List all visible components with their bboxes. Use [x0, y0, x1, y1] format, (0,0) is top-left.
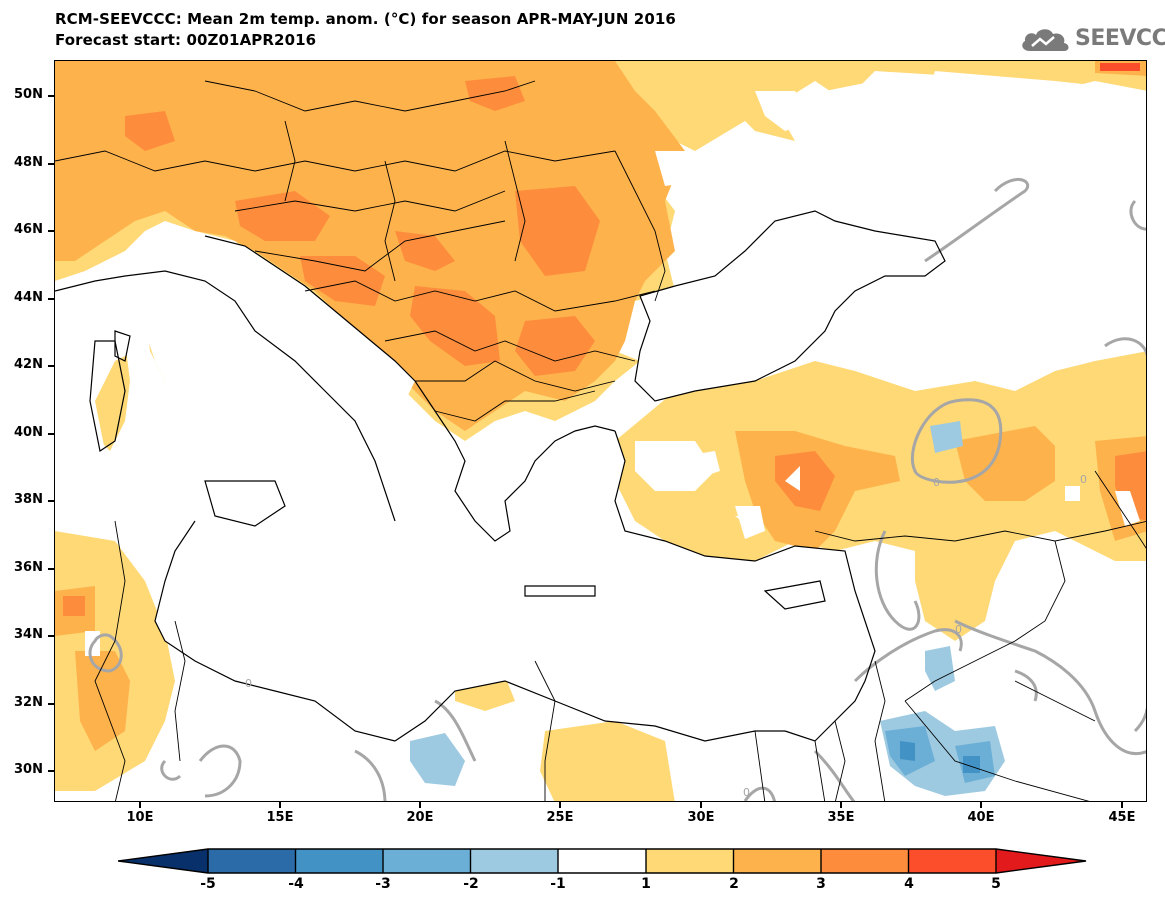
lon-tick — [840, 802, 842, 808]
sea-areas — [55, 71, 1146, 741]
lon-tick — [700, 802, 702, 808]
contour-label: 0 — [743, 786, 750, 799]
lat-label-38n: 38N — [14, 492, 43, 507]
country-borders — [55, 80, 1146, 801]
colorbar-segment — [558, 849, 646, 873]
lat-tick — [48, 433, 54, 435]
colorbar-label: -2 — [463, 876, 479, 892]
lon-label-10e: 10E — [126, 810, 154, 825]
seevccc-logo: SEEVCCC — [1018, 24, 1165, 56]
anomaly-3-4-fill — [63, 63, 1146, 616]
colorbar-label: 3 — [816, 876, 826, 892]
colorbar-label: -1 — [550, 876, 566, 892]
colorbar-segment — [383, 849, 471, 873]
colorbar-label: 5 — [991, 876, 1001, 892]
contour-label: 0 — [933, 476, 940, 489]
lat-label-46n: 46N — [14, 222, 43, 237]
lat-label-30n: 30N — [14, 762, 43, 777]
lon-label-15e: 15E — [266, 810, 294, 825]
lat-tick — [48, 365, 54, 367]
lat-tick — [48, 163, 54, 165]
lat-tick — [48, 500, 54, 502]
lat-tick — [48, 568, 54, 570]
anomaly-map: 0 0 0 0 0 — [54, 60, 1147, 802]
lat-label-48n: 48N — [14, 155, 43, 170]
colorbar-segment — [118, 849, 208, 873]
colorbar-label: 4 — [904, 876, 914, 892]
lat-label-44n: 44N — [14, 290, 43, 305]
map-canvas: 0 0 0 0 0 — [55, 61, 1146, 801]
lat-label-42n: 42N — [14, 357, 43, 372]
lon-label-25e: 25E — [546, 810, 574, 825]
coastlines — [55, 210, 946, 742]
colorbar-segment — [821, 849, 909, 873]
lon-tick — [980, 802, 982, 808]
colorbar-segment — [295, 849, 383, 873]
lat-label-50n: 50N — [14, 87, 43, 102]
lat-label-32n: 32N — [14, 695, 43, 710]
colorbar-label: 2 — [729, 876, 739, 892]
lon-tick — [559, 802, 561, 808]
lon-tick — [279, 802, 281, 808]
cloud-icon — [1022, 29, 1069, 51]
contour-label: 0 — [1080, 473, 1087, 486]
lon-tick — [1121, 802, 1123, 808]
lat-label-40n: 40N — [14, 425, 43, 440]
colorbar-label: -5 — [200, 876, 216, 892]
contour-labels: 0 0 0 0 0 — [245, 473, 1087, 799]
lon-tick — [419, 802, 421, 808]
colorbar-segment — [733, 849, 821, 873]
chart-title: RCM-SEEVCCC: Mean 2m temp. anom. (°C) fo… — [55, 10, 676, 28]
lon-label-35e: 35E — [827, 810, 855, 825]
lon-label-45e: 45E — [1108, 810, 1136, 825]
colorbar-label: -4 — [288, 876, 304, 892]
colorbar-segment — [470, 849, 558, 873]
lat-tick — [48, 703, 54, 705]
lat-tick — [48, 230, 54, 232]
colorbar-segment — [208, 849, 296, 873]
colorbar-segment — [908, 849, 996, 873]
lat-tick — [48, 770, 54, 772]
contour-label: 0 — [955, 623, 962, 636]
forecast-start: Forecast start: 00Z01APR2016 — [55, 31, 317, 49]
lat-label-36n: 36N — [14, 560, 43, 575]
colorbar-segment — [996, 849, 1086, 873]
lon-label-40e: 40E — [967, 810, 995, 825]
lat-label-34n: 34N — [14, 627, 43, 642]
colorbar-label: 1 — [641, 876, 651, 892]
colorbar — [118, 848, 1087, 874]
colorbar-segment — [646, 849, 734, 873]
contour-label: 0 — [245, 677, 252, 690]
logo-text: SEEVCCC — [1075, 26, 1165, 51]
lat-tick — [48, 95, 54, 97]
lon-label-30e: 30E — [687, 810, 715, 825]
negative-anomaly-fill — [410, 421, 1005, 796]
lat-tick — [48, 635, 54, 637]
zero-contours — [88, 177, 1146, 801]
lat-tick — [48, 298, 54, 300]
colorbar-label: -3 — [375, 876, 391, 892]
lon-tick — [139, 802, 141, 808]
lon-label-20e: 20E — [406, 810, 434, 825]
